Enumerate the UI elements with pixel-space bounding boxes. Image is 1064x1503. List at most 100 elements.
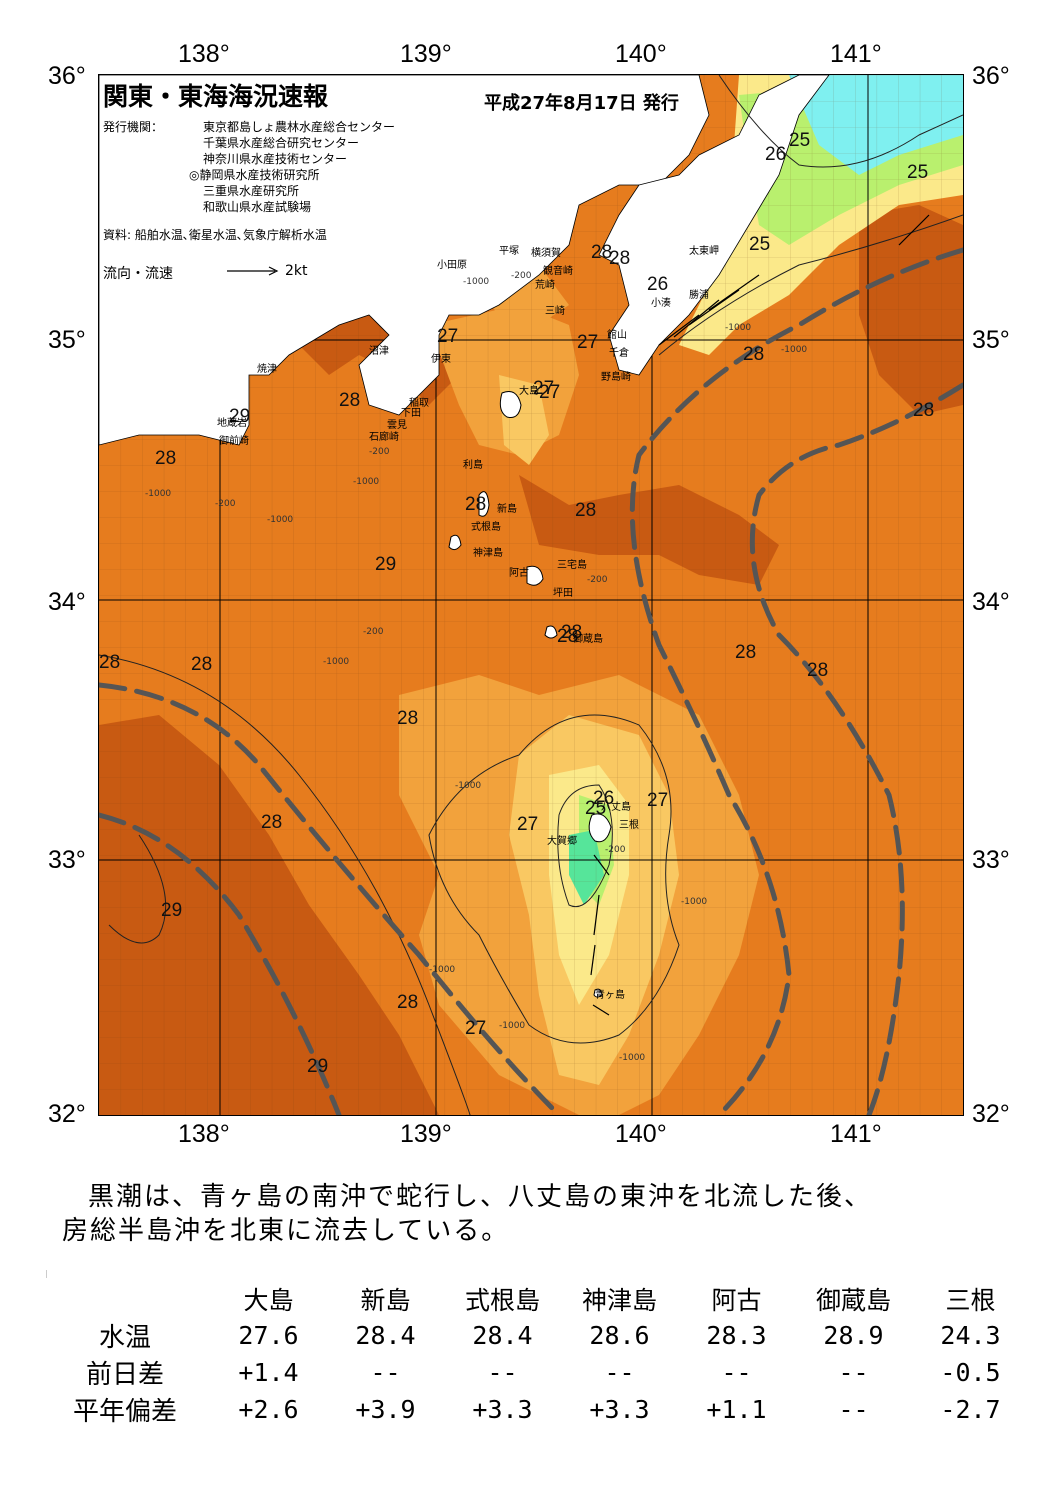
place-label: 坪田 — [553, 588, 573, 599]
lon-label: 141° — [830, 1120, 882, 1148]
place-label: 小田原 — [437, 260, 467, 271]
place-label: 三宅島 — [557, 560, 587, 571]
isotherm-label: 27 — [577, 332, 599, 353]
lon-label: 138° — [178, 1120, 230, 1148]
table-cell: +1.4 — [238, 1358, 299, 1387]
issuer-label: 発行機関： — [103, 120, 164, 134]
table-cell: 28.3 — [706, 1321, 767, 1350]
place-label: 神津島 — [473, 548, 503, 559]
isotherm-label: 28 — [465, 494, 487, 515]
isotherm-label: 25 — [749, 234, 771, 255]
isotherm-label: 28 — [397, 992, 419, 1013]
summary-line: 黒潮は、青ヶ島の南沖で蛇行し、八丈島の東沖を北流した後、 — [88, 1182, 873, 1212]
column-header: 三根 — [945, 1285, 996, 1315]
lat-label: 36° — [972, 62, 1010, 90]
place-label: 新島 — [497, 504, 517, 515]
isotherm-label: 26 — [593, 788, 615, 809]
current-vectors — [590, 214, 930, 1016]
isotherm-label: 28 — [807, 660, 829, 681]
lon-label: 139° — [400, 1120, 452, 1148]
table-cell: +3.9 — [355, 1395, 416, 1424]
place-label: 勝浦 — [689, 290, 709, 301]
lon-label: 138° — [178, 40, 230, 68]
place-label: 青ヶ島 — [595, 990, 625, 1001]
isotherm-label: 28 — [191, 654, 213, 675]
table-cell: 28.4 — [355, 1321, 416, 1350]
summary-text: 黒潮は、青ヶ島の南沖で蛇行し、八丈島の東沖を北流した後、 房総半島沖を北東に流去… — [62, 1180, 872, 1248]
depth-label: -1000 — [267, 515, 294, 525]
depth-label: -1000 — [681, 897, 708, 907]
table-header-row: 大島 新島 式根島 神津島 阿古 御蔵島 三根 — [40, 1280, 1029, 1317]
issuer: 東京都島しょ農林水産総合センター — [203, 120, 396, 134]
issuer-list: 東京都島しょ農林水産総合センター 千葉県水産総合研究センター 神奈川県水産技術セ… — [189, 119, 396, 215]
depth-label: -1000 — [619, 1053, 646, 1063]
lat-label: 33° — [972, 846, 1010, 874]
depth-label: -1000 — [429, 965, 456, 975]
column-header: 新島 — [360, 1285, 411, 1315]
map-graphics — [99, 75, 963, 1115]
row-header: 水温 — [98, 1323, 151, 1353]
place-label: 観音崎 — [543, 266, 573, 277]
depth-label: -200 — [369, 447, 390, 457]
table-cell: 28.6 — [589, 1321, 650, 1350]
table-cell: 28.9 — [823, 1321, 884, 1350]
isotherm-label: 28 — [557, 626, 579, 647]
isotherm-label: 28 — [261, 812, 283, 833]
depth-label: -200 — [605, 845, 626, 855]
table-cell: 27.6 — [238, 1321, 299, 1350]
depth-label: -1000 — [725, 323, 752, 333]
island-mikura — [544, 625, 558, 639]
place-label: 石廊崎 — [369, 432, 399, 443]
depth-label: -1000 — [145, 489, 172, 499]
lat-label: 34° — [48, 588, 86, 616]
place-label: 野島崎 — [601, 372, 631, 383]
land-honshu — [99, 75, 710, 446]
isotherm-label: 26 — [647, 274, 669, 295]
table-cell: +1.1 — [706, 1395, 767, 1424]
isotherm-label: 28 — [591, 242, 613, 263]
lon-label: 139° — [400, 40, 452, 68]
column-header: 神津島 — [581, 1285, 657, 1315]
column-header: 式根島 — [464, 1285, 540, 1315]
depth-label: -1000 — [353, 477, 380, 487]
place-label: 太東岬 — [689, 246, 719, 257]
issuer: 三重県水産研究所 — [203, 184, 300, 198]
table-row: 平年偏差 +2.6 +3.9 +3.3 +3.3 +1.1 -- -2.7 — [40, 1391, 1029, 1428]
place-label: 御蔵島 — [573, 634, 603, 645]
kuroshio-axis — [99, 247, 963, 1115]
place-label: 平塚 — [499, 246, 519, 257]
place-label: 稲取 — [409, 398, 429, 409]
table-cell: -- — [370, 1358, 401, 1387]
isotherm-label: 28 — [99, 652, 121, 673]
place-label: 式根島 — [471, 522, 501, 533]
place-label: 伊東 — [431, 354, 451, 365]
lat-label: 35° — [48, 326, 86, 354]
place-label: 沼津 — [369, 346, 389, 357]
depth-label: -200 — [215, 499, 236, 509]
issuer: 和歌山県水産試験場 — [203, 200, 312, 214]
place-label: 横須賀 — [531, 248, 561, 259]
place-label: 下田 — [401, 408, 421, 419]
place-label: 大賀郷 — [547, 836, 577, 847]
table-corner — [40, 1280, 210, 1317]
isotherm-label: 27 — [647, 790, 669, 811]
island-kozushima — [448, 534, 462, 551]
depth-label: -1000 — [455, 781, 482, 791]
depth-label: -1000 — [499, 1021, 526, 1031]
data-source: 資料: 船舶水温､衛星水温､気象庁解析水温 — [103, 228, 327, 242]
table-cell: -2.7 — [940, 1395, 1001, 1424]
place-label: 地蔵岩 — [217, 418, 247, 429]
lat-label: 35° — [972, 326, 1010, 354]
table-row: 水温 27.6 28.4 28.4 28.6 28.3 28.9 24.3 — [40, 1317, 1029, 1354]
issuer: 神奈川県水産技術センター — [203, 152, 348, 166]
column-header: 御蔵島 — [815, 1285, 891, 1315]
isotherm-label: 29 — [307, 1056, 329, 1077]
isotherm-label: 27 — [517, 814, 539, 835]
map-title: 関東・東海海況速報 — [103, 82, 329, 111]
place-label: 荒崎 — [535, 280, 555, 291]
place-label: 雲見 — [387, 420, 407, 431]
lat-label: 36° — [48, 62, 86, 90]
lat-label: 32° — [972, 1100, 1010, 1128]
table-cell: -- — [838, 1358, 869, 1387]
issuer: ◎静岡県水産技術研究所 — [189, 168, 320, 182]
